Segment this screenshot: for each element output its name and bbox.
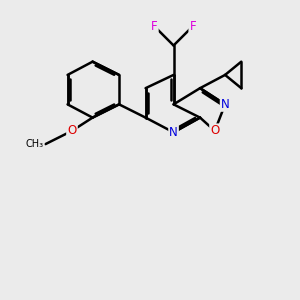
Text: O: O	[210, 124, 219, 137]
Text: O: O	[67, 124, 76, 137]
Text: N: N	[169, 126, 178, 139]
Text: CH₃: CH₃	[26, 139, 44, 149]
Text: O: O	[67, 124, 76, 137]
Text: F: F	[189, 20, 196, 33]
Text: N: N	[221, 98, 230, 111]
Text: F: F	[151, 20, 158, 33]
